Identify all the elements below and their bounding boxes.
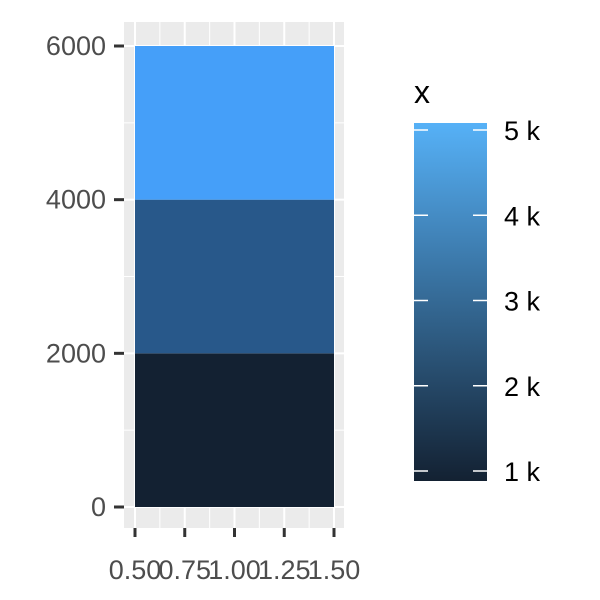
x-tick-label: 1.00 — [208, 555, 261, 585]
y-tick-label: 2000 — [46, 338, 106, 368]
colorbar-tick-label: 4 k — [504, 201, 541, 231]
colorbar — [414, 123, 487, 481]
bar-segment — [135, 46, 334, 200]
stacked-bars — [135, 46, 334, 507]
y-tick-label: 4000 — [46, 185, 106, 215]
x-tick-label: 0.50 — [109, 555, 162, 585]
colorbar-tick-label: 1 k — [504, 457, 541, 487]
x-tick-label: 0.75 — [158, 555, 211, 585]
y-tick-label: 0 — [91, 492, 106, 522]
bar-segment — [135, 353, 334, 507]
x-tick-label: 1.25 — [258, 555, 311, 585]
colorbar-tick-label: 5 k — [504, 116, 541, 146]
x-tick-label: 1.50 — [308, 555, 361, 585]
y-tick-label: 6000 — [46, 31, 106, 61]
colorbar-tick-label: 3 k — [504, 287, 541, 317]
bar-segment — [135, 199, 334, 354]
x-axis: 0.500.751.001.251.50 — [109, 528, 361, 585]
y-axis: 0 2000 4000 6000 — [46, 31, 124, 522]
colorbar-ticks: 5 k 4 k 3 k 2 k 1 k — [414, 116, 541, 487]
legend: x 5 k 4 k 3 k 2 k 1 k — [414, 74, 541, 487]
colorbar-tick-label: 2 k — [504, 372, 541, 402]
legend-title: x — [414, 74, 430, 110]
